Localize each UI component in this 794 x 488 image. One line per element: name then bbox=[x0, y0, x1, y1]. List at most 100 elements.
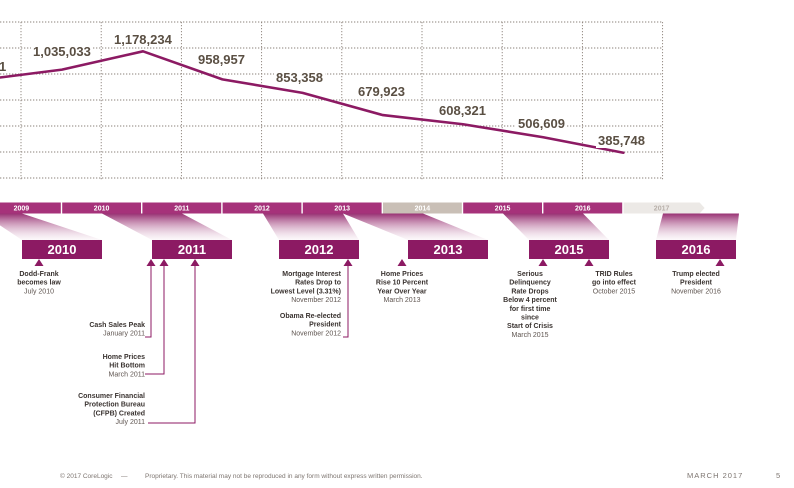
timeline-segment bbox=[463, 202, 542, 214]
event-title-line: Rates Drop to bbox=[295, 280, 341, 287]
value-label-bg bbox=[112, 32, 175, 47]
year-box bbox=[152, 240, 232, 259]
funnel bbox=[102, 213, 232, 240]
value-label-bg bbox=[596, 133, 647, 148]
event-title-line: TRID Rules bbox=[595, 271, 632, 278]
chart-series bbox=[0, 49, 625, 155]
event-date: March 2013 bbox=[384, 297, 421, 304]
year-box bbox=[279, 240, 359, 259]
year-box-label: 2011 bbox=[178, 242, 206, 257]
event-date: November 2016 bbox=[671, 288, 721, 295]
funnel bbox=[0, 213, 102, 240]
event-date: March 2011 bbox=[109, 371, 146, 378]
event-title-line: Delinquency bbox=[509, 280, 551, 287]
event-title-line: Home Prices bbox=[103, 354, 146, 361]
timeline-tick-label: 2011 bbox=[174, 206, 189, 213]
footer-copyright: © 2017 CoreLogic bbox=[60, 472, 113, 480]
event-title-line: Trump elected bbox=[672, 271, 719, 278]
event-title-line: Hit Bottom bbox=[109, 363, 145, 370]
event-title-line: President bbox=[680, 280, 713, 287]
value-label-bg bbox=[356, 84, 407, 99]
value-label-bg bbox=[196, 52, 247, 67]
event-marker bbox=[34, 259, 44, 266]
series-line bbox=[0, 49, 625, 155]
value-label-bg bbox=[516, 116, 567, 131]
event-title-line: since bbox=[521, 315, 539, 322]
event-title-line: Dodd-Frank bbox=[19, 271, 58, 278]
connector bbox=[145, 266, 152, 338]
value-label: 679,923 bbox=[358, 84, 405, 99]
connector bbox=[343, 266, 349, 338]
event-title-line: (CFPB) Created bbox=[93, 410, 145, 417]
event-title-line: go into effect bbox=[592, 280, 637, 287]
event-marker bbox=[146, 259, 156, 266]
year-box-label: 2015 bbox=[555, 242, 584, 257]
timeline-tick-label: 2013 bbox=[334, 206, 350, 213]
event-date: November 2012 bbox=[291, 330, 341, 337]
event-title-line: becomes law bbox=[17, 280, 61, 287]
event-marker bbox=[538, 259, 548, 266]
year-box-label: 2016 bbox=[682, 242, 711, 257]
timeline-tick-label: 2015 bbox=[495, 206, 511, 213]
year-box-label: 2013 bbox=[434, 242, 463, 257]
value-label: 1,035,033 bbox=[33, 44, 91, 59]
value-label-cut: 1 bbox=[0, 59, 6, 74]
value-label-bg bbox=[437, 103, 488, 118]
timeline-segment bbox=[623, 202, 705, 214]
timeline-segment bbox=[543, 202, 623, 214]
year-box bbox=[529, 240, 609, 259]
event-marker bbox=[343, 259, 353, 266]
event-date: July 2011 bbox=[116, 419, 146, 426]
event-title-line: Start of Crisis bbox=[507, 323, 553, 330]
event-title-line: Serious bbox=[517, 271, 543, 278]
value-label: 608,321 bbox=[439, 103, 486, 118]
funnel bbox=[343, 213, 488, 240]
funnel bbox=[656, 213, 739, 240]
event-title-line: Home Prices bbox=[381, 271, 424, 278]
event-date: July 2010 bbox=[24, 288, 54, 295]
connector bbox=[148, 266, 196, 424]
event-title-line: Obama Re-elected bbox=[280, 313, 341, 320]
timeline-tick-label: 2014 bbox=[415, 206, 431, 213]
timeline-band: 2009 2010 2011 2012 2013 2014 2015 2016 2017 bbox=[0, 202, 705, 214]
timeline-segment bbox=[222, 202, 302, 214]
timeline-tick-label: 2010 bbox=[94, 206, 110, 213]
event-title-line: Lowest Level (3.31%) bbox=[271, 288, 341, 295]
footer-page: 5 bbox=[776, 471, 781, 480]
year-box bbox=[656, 240, 736, 259]
event-date: October 2015 bbox=[593, 288, 636, 295]
value-label: 385,748 bbox=[598, 133, 645, 148]
value-label: 1,178,234 bbox=[114, 32, 173, 47]
timeline-segment bbox=[302, 202, 382, 214]
event-date: November 2012 bbox=[291, 297, 341, 304]
event-title-line: President bbox=[309, 322, 342, 329]
event-title-line: for first time bbox=[510, 306, 551, 313]
value-label: 853,358 bbox=[276, 70, 323, 85]
year-boxes: 2010 2011 2012 2013 2015 2016 bbox=[0, 213, 739, 259]
footer-notice: Proprietary. This material may not be re… bbox=[145, 473, 423, 480]
funnel bbox=[503, 213, 609, 240]
footer: © 2017 CoreLogic — Proprietary. This mat… bbox=[60, 471, 781, 480]
timeline-segment bbox=[0, 202, 61, 214]
timeline-tick-label: 2009 bbox=[14, 206, 30, 213]
event-marker bbox=[584, 259, 594, 266]
event-marker bbox=[190, 259, 200, 266]
timeline-segment bbox=[383, 202, 462, 214]
event-title-line: Cash Sales Peak bbox=[89, 322, 145, 329]
value-label: 958,957 bbox=[198, 52, 245, 67]
funnel bbox=[263, 213, 359, 240]
value-label-bg bbox=[274, 70, 325, 85]
event-title-line: Mortgage Interest bbox=[282, 271, 341, 278]
value-label-bg bbox=[31, 44, 93, 59]
event-title-line: Rise 10 Percent bbox=[376, 280, 429, 287]
event-date: March 2015 bbox=[512, 332, 549, 339]
value-labels: 1,035,033 1,178,234 958,957 853,358 679,923 6… bbox=[0, 32, 647, 148]
timeline-segment bbox=[142, 202, 222, 214]
event-title-line: Rate Drops bbox=[511, 288, 548, 295]
timeline-tick-label: 2016 bbox=[575, 206, 591, 213]
event-marker bbox=[397, 259, 407, 266]
year-box bbox=[408, 240, 488, 259]
timeline-segment bbox=[62, 202, 142, 214]
event-title-line: Consumer Financial bbox=[78, 393, 145, 400]
